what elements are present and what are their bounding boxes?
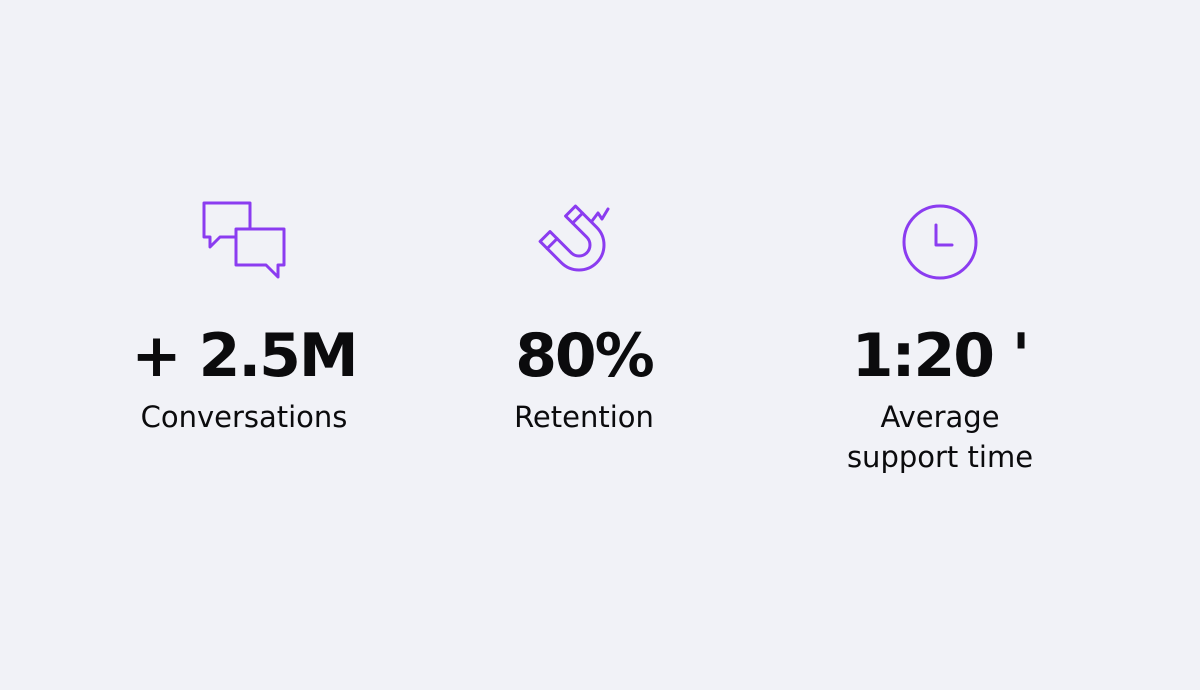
magnet-icon <box>538 204 610 272</box>
stat-value: + 2.5M <box>131 321 358 391</box>
stat: + 2.5M Conversations <box>74 195 414 437</box>
clock-icon <box>902 204 978 280</box>
stat: 80% Retention <box>414 195 754 437</box>
stat-value: 80% <box>515 321 655 391</box>
stat-label: Conversations <box>140 400 348 434</box>
stat: 1:20 ' Average support time <box>770 195 1110 477</box>
chat-icon <box>202 201 286 279</box>
stat-value: 1:20 ' <box>851 321 1031 391</box>
stat-label: Retention <box>514 400 654 434</box>
stat-label: Average support time <box>846 400 1034 474</box>
